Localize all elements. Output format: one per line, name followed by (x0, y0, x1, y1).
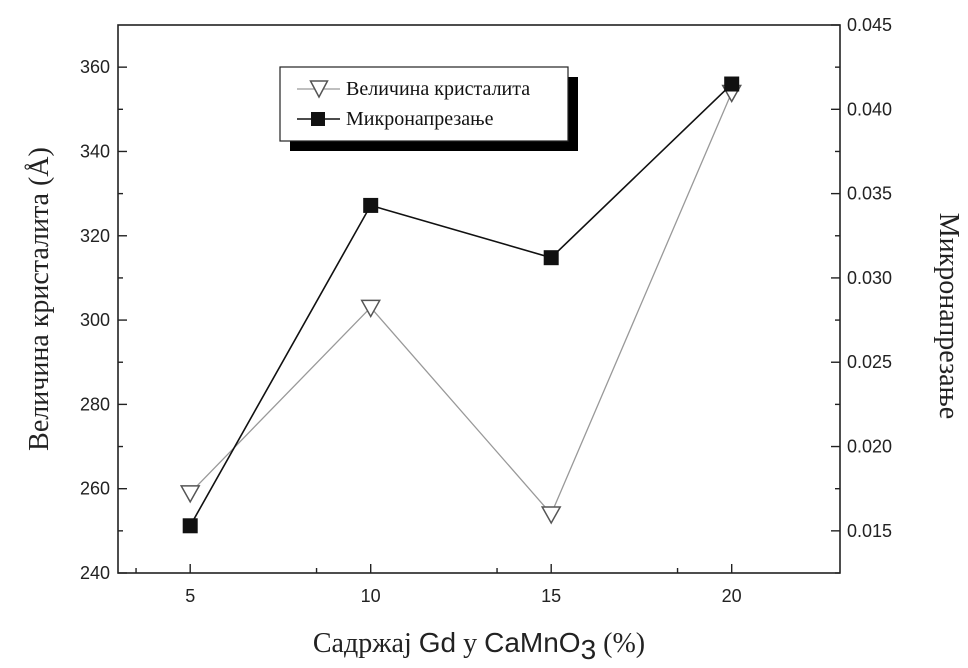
x-axis-title-part5: (%) (596, 628, 645, 659)
x-axis-title-subscript: 3 (581, 634, 597, 665)
series-line-microstrain (189, 83, 733, 527)
y-right-tick-label: 0.025 (847, 352, 892, 372)
y-right-tick-label: 0.045 (847, 15, 892, 35)
y-left-tick-label: 240 (80, 563, 110, 583)
y-right-tick-label: 0.035 (847, 184, 892, 204)
y-right-tick-label: 0.040 (847, 99, 892, 119)
crystallite-point (179, 485, 201, 504)
y-right-tick-label: 0.015 (847, 521, 892, 541)
legend-box (279, 66, 569, 142)
y-left-tick-label: 340 (80, 141, 110, 161)
x-tick-label: 5 (185, 586, 195, 606)
y-left-tick-label: 320 (80, 226, 110, 246)
x-tick-label: 15 (541, 586, 561, 606)
microstrain-point (363, 197, 379, 213)
tick-layer: 5 10 15 20 240 260 280 300 320 340 360 0.015 0.020 0.… (80, 15, 892, 606)
series-line-crystallite (189, 92, 733, 516)
microstrain-point (543, 250, 559, 266)
legend-label-microstrain: Микронапрезање (346, 108, 494, 130)
microstrain-point (182, 518, 198, 534)
x-axis-title-part4: CaMnO (484, 627, 580, 658)
y-left-tick-label: 360 (80, 57, 110, 77)
y-axis-left-title: Величина кристалита (Å) (24, 147, 55, 451)
crystallite-point (360, 299, 381, 318)
y-left-tick-label: 280 (80, 394, 110, 414)
legend-marker-crystallite (309, 80, 329, 99)
x-tick-label: 10 (361, 586, 381, 606)
series-layer (179, 76, 742, 534)
legend-label-crystallite: Величина кристалита (346, 78, 530, 100)
x-axis-title-part3: у (456, 628, 484, 659)
x-tick-label: 20 (722, 586, 742, 606)
x-axis-title-part2: Gd (419, 627, 456, 658)
microstrain-point (724, 76, 740, 92)
plot-frame (117, 24, 841, 574)
x-axis-title: Садржај Gd у CaMnO3 (%) (313, 627, 645, 665)
legend-marker-microstrain (311, 112, 325, 126)
y-left-tick-label: 260 (80, 479, 110, 499)
y-left-tick-label: 300 (80, 310, 110, 330)
y-axis-right-title: Микронапрезање (933, 213, 964, 419)
legend: Величина кристалита Микронапрезање (279, 66, 578, 151)
x-axis-title-part1: Садржај (313, 628, 419, 659)
y-right-tick-label: 0.030 (847, 268, 892, 288)
y-right-tick-label: 0.020 (847, 437, 892, 457)
crystallite-point (540, 506, 562, 525)
